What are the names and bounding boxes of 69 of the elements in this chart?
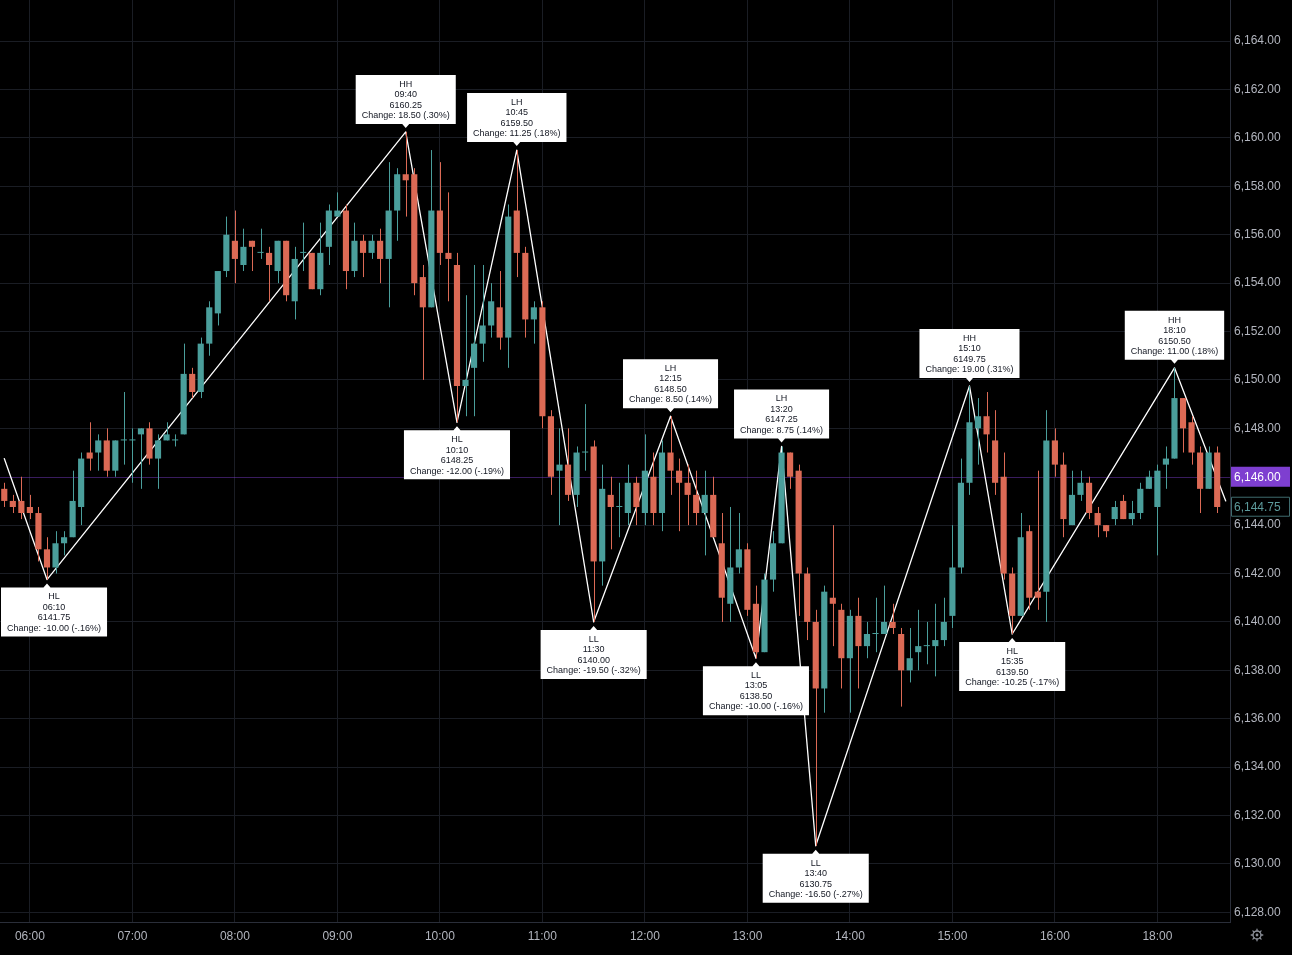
x-tick-label: 10:00 [424,928,456,943]
candlestick [573,445,580,508]
annotation: LL 13:05 6138.50 Change: -10.00 (-.16%) [708,669,803,712]
x-tick-label: 18:00 [1142,928,1173,943]
candlestick [462,294,469,417]
candlestick [146,421,153,466]
candlestick [778,445,785,544]
candlestick [1060,452,1067,538]
annotation: HH 15:10 6149.75 Change: 19.00 (.31%) [925,332,1014,375]
candlestick [240,228,247,272]
y-tick-label: 6,130.00 [1234,856,1282,871]
candlestick [368,234,375,260]
candlestick [1077,470,1084,502]
y-tick-label: 6,154.00 [1234,275,1282,290]
x-tick-label: 16:00 [1039,928,1071,943]
candlestick [445,191,452,302]
candlestick [1171,367,1178,460]
annotation: HH 18:10 6150.50 Change: 11.00 (.18%) [1130,314,1219,357]
candlestick [855,597,862,689]
candlestick [163,421,170,441]
x-tick-label: 08:00 [219,928,251,943]
candlestick [650,452,657,526]
candlestick [308,252,315,290]
y-tick-label: 6,156.00 [1234,227,1282,242]
candlestick [52,530,59,575]
annotation: LL 13:40 6130.75 Change: -16.50 (-.27%) [768,857,863,900]
candlestick [35,506,42,562]
annotation: LH 13:20 6147.25 Change: 8.75 (.14%) [740,393,824,435]
x-tick-label: 09:00 [322,928,353,943]
x-tick-label: 13:00 [732,928,763,943]
y-tick-label: 6,136.00 [1234,711,1282,726]
y-tick-label: 6,160.00 [1234,130,1282,145]
y-tick-label: 6,158.00 [1234,178,1282,193]
x-tick-label: 11:00 [527,928,558,943]
x-tick-label: 12:00 [629,928,661,943]
y-tick-label: 6,148.00 [1234,420,1282,435]
candlestick [761,573,768,653]
y-tick-label: 6,144.00 [1234,517,1282,532]
candlestick [966,385,973,496]
candlestick [872,597,879,653]
candlestick [556,427,563,526]
y-tick-label: 6,162.00 [1234,81,1282,96]
annotation: HL 10:10 6148.25 Change: -12.00 (-.19%) [409,434,505,476]
annotation: HL 15:35 6139.50 Change: -10.25 (-.17%) [965,645,1060,688]
y-tick-label: 6,132.00 [1234,807,1282,822]
annotation: LL 11:30 6140.00 Change: -19.50 (-.32%) [546,633,641,676]
x-tick-label: 07:00 [117,928,148,943]
y-tick-label: 6,150.00 [1234,372,1282,387]
x-tick-label: 06:00 [14,928,46,943]
annotation: HL 06:10 6141.75 Change: -10.00 (-.16%) [6,591,102,633]
annotation: LH 12:15 6148.50 Change: 8.50 (.14%) [628,362,713,405]
candlestick [257,228,264,260]
ref-line-label: 6,146.00 [1234,469,1282,484]
annotation: LH 10:45 6159.50 Change: 11.25 (.18%) [473,96,561,139]
annotation: HH 09:40 6160.25 Change: 18.50 (.30%) [361,78,450,121]
text: 6,144.75 [1234,499,1282,514]
x-tick-label: 15:00 [937,928,968,943]
x-tick-label: 14:00 [834,928,866,943]
y-tick-label: 6,152.00 [1234,323,1282,338]
y-tick-label: 6,138.00 [1234,662,1282,677]
candlestick [667,415,674,496]
candlestick [983,391,990,454]
y-tick-label: 6,140.00 [1234,614,1282,629]
y-tick-label: 6,128.00 [1234,904,1282,919]
candlestick [1188,415,1195,466]
y-tick-label: 6,134.00 [1234,759,1282,774]
candlestick [351,222,358,278]
y-tick-label: 6,142.00 [1234,565,1282,580]
y-tick-label: 6,164.00 [1234,33,1282,48]
